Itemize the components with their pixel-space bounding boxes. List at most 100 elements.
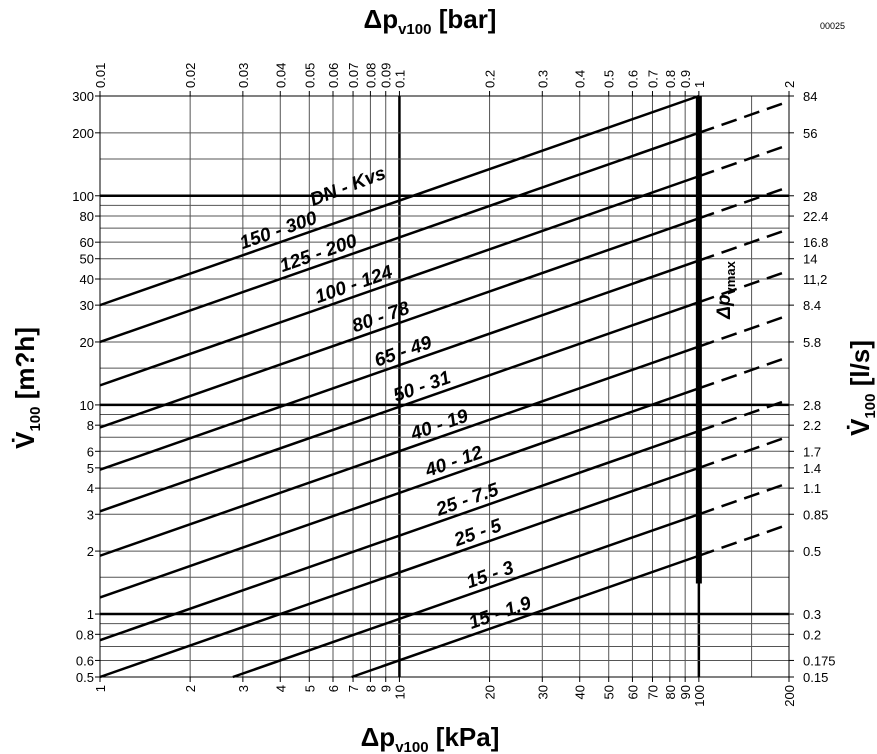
y-right-tick-label: 16.8 <box>803 235 828 250</box>
x-bottom-tick-label: 80 <box>663 685 678 699</box>
y-right-tick-label: 0.3 <box>803 607 821 622</box>
x-top-tick-label: 0.04 <box>273 63 288 88</box>
y-left-tick-label: 4 <box>87 481 94 496</box>
x-top-tick-label: 0.5 <box>602 70 617 88</box>
kvs-curve-solid <box>99 217 700 429</box>
y-right-tick-label: 84 <box>803 89 817 104</box>
y-left-tick-label: 10 <box>80 398 94 413</box>
top-tick-labels: 0.01 0.02 0.03 0.04 0.05 0.06 0.07 0.08 0.090.1 0… <box>93 63 797 96</box>
x-bottom-tick-label: 90 <box>678 685 693 699</box>
x-bottom-tick-label: 6 <box>326 685 341 692</box>
y-left-tick-label: 200 <box>72 126 94 141</box>
kvs-curve-solid <box>99 387 700 599</box>
x-bottom-tick-label: 9 <box>379 685 394 692</box>
x-top-tick-label: 0.3 <box>535 70 550 88</box>
x-top-tick-label: 0.01 <box>93 63 108 88</box>
y-right-tick-label: 1.4 <box>803 461 821 476</box>
curve-label: 40 - 19 <box>407 406 471 446</box>
kvs-curve-solid <box>99 131 700 344</box>
kvs-curve-dashed <box>698 227 790 262</box>
y-right-tick-label: 22.4 <box>803 209 828 224</box>
kvs-curve-solid <box>99 94 700 307</box>
x-top-tick-label: 1 <box>692 81 707 88</box>
x-bottom-tick-label: 4 <box>273 685 288 692</box>
y-left-tick-label: 6 <box>87 444 94 459</box>
y-right-tick-label: 2.2 <box>803 418 821 433</box>
curve-label: 65 - 49 <box>372 332 435 371</box>
x-bottom-tick-label: 1 <box>93 685 108 692</box>
figure-code: 00025 <box>820 21 845 31</box>
y-right-tick-label: 5.8 <box>803 335 821 350</box>
y-right-tick-label: 11,2 <box>803 272 827 287</box>
y-right-tick-label: 28 <box>803 189 817 204</box>
x-top-tick-label: 0.6 <box>625 70 640 88</box>
kvs-curve-solid <box>99 466 700 679</box>
y-right-tick-label: 0.85 <box>803 507 828 522</box>
x-top-tick-label: 0.2 <box>483 70 498 88</box>
top-axis-title: Δpv100 [bar] <box>364 4 497 38</box>
y-left-tick-label: 2 <box>87 544 94 559</box>
x-bottom-tick-label: 40 <box>573 685 588 699</box>
x-top-tick-label: 0.07 <box>346 63 361 88</box>
y-left-tick-label: 0.8 <box>76 627 94 642</box>
right-axis-title: V̇100 [l/s] <box>845 340 877 436</box>
y-left-tick-label: 20 <box>80 335 94 350</box>
plot-frame <box>99 95 790 678</box>
y-right-tick-label: 0.5 <box>803 544 821 559</box>
kvs-curve-dashed <box>698 481 790 516</box>
y-left-tick-label: 0.6 <box>76 653 94 668</box>
x-top-tick-label: 0.03 <box>236 63 251 88</box>
kvs-curve-dashed <box>698 100 790 135</box>
y-left-tick-label: 50 <box>80 252 94 267</box>
y-left-tick-label: 5 <box>87 461 94 476</box>
x-bottom-tick-label: 30 <box>535 685 550 699</box>
y-left-tick-label: 8 <box>87 418 94 433</box>
x-top-tick-label: 0.9 <box>678 70 693 88</box>
kvs-curve-dashed <box>698 435 790 470</box>
x-bottom-tick-label: 5 <box>302 685 317 692</box>
kvs-curve-solid <box>99 175 700 387</box>
right-tick-labels: 0.15 0.175 0.2 0.3 0.5 0.85 1.1 1.4 1.7 2.2 2.8 5.8… <box>789 89 836 685</box>
x-top-tick-label: 2 <box>782 81 797 88</box>
kvs-curve-dashed <box>698 313 790 348</box>
x-top-tick-label: 0.06 <box>326 63 341 88</box>
x-bottom-tick-label: 70 <box>645 685 660 699</box>
y-right-tick-label: 56 <box>803 126 817 141</box>
kvs-curve-solid <box>99 429 700 642</box>
y-left-tick-label: 1 <box>87 607 94 622</box>
y-right-tick-label: 1.1 <box>803 481 821 496</box>
y-left-tick-label: 300 <box>72 89 94 104</box>
x-bottom-tick-label: 100 <box>692 685 707 707</box>
dp-vmax-label: Δpvmax <box>714 260 738 319</box>
x-bottom-tick-label: 8 <box>363 685 378 692</box>
x-bottom-tick-label: 50 <box>602 685 617 699</box>
y-right-tick-label: 0.15 <box>803 670 828 685</box>
y-left-tick-label: 100 <box>72 189 94 204</box>
kvs-curve-dashed <box>698 398 790 433</box>
y-right-tick-label: 1.7 <box>803 444 821 459</box>
left-tick-labels: 0.5 0.6 0.8 1 2 3 4 5 6 8 10 20 30 40 50 60 80 100 200 300 <box>72 89 100 685</box>
y-left-tick-label: 0.5 <box>76 670 94 685</box>
x-bottom-tick-label: 2 <box>183 685 198 692</box>
y-right-tick-label: 0.175 <box>803 653 836 668</box>
x-bottom-tick-label: 10 <box>392 685 407 699</box>
x-top-tick-label: 0.05 <box>302 63 317 88</box>
bottom-axis-title: Δpv100 [kPa] <box>361 722 500 754</box>
y-left-tick-label: 3 <box>87 507 94 522</box>
kvs-curves <box>99 94 790 679</box>
kvs-curve-solid <box>99 259 700 471</box>
kvs-curve-dashed <box>698 355 790 390</box>
curve-label: 100 - 124 <box>312 262 395 308</box>
y-left-tick-label: 30 <box>80 298 94 313</box>
y-left-tick-label: 80 <box>80 209 94 224</box>
x-bottom-tick-label: 7 <box>346 685 361 692</box>
x-top-tick-label: 0.1 <box>392 70 407 88</box>
y-right-tick-label: 2.8 <box>803 398 821 413</box>
y-right-tick-label: 8.4 <box>803 298 821 313</box>
grid <box>99 95 790 678</box>
kvs-curve-dashed <box>698 185 790 220</box>
y-right-tick-label: 14 <box>803 252 817 267</box>
y-left-tick-label: 60 <box>80 235 94 250</box>
